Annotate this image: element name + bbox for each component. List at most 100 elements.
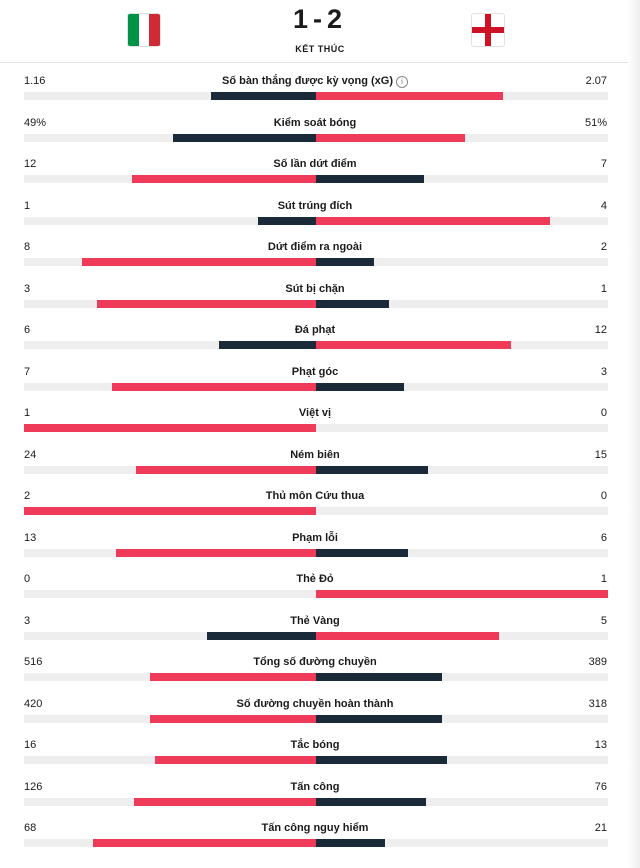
stat-label-text: Ném biên: [290, 448, 340, 461]
stat-bar-away: [316, 382, 404, 391]
stat-home-value: 3: [24, 282, 31, 295]
stat-away-value: 3: [600, 365, 607, 378]
stat-bar-home: [149, 673, 316, 681]
stat-label: Kiểm soát bóng: [140, 116, 490, 130]
stat-bar-track: [24, 839, 608, 847]
stat-away-value: 5: [600, 614, 607, 627]
stat-away-value: 2: [600, 241, 607, 253]
stat-away-value: 0: [600, 407, 607, 419]
stat-label: Thẻ Vàng: [140, 614, 490, 628]
stat-home-value: 49%: [24, 116, 47, 129]
stat-home-value: 8: [24, 241, 31, 253]
stat-label-text: Kiểm soát bóng: [273, 116, 357, 129]
stat-label-text: Tổng số đường chuyền: [253, 656, 377, 668]
stat-bar-home: [24, 507, 316, 515]
stat-home-value: 0: [24, 573, 31, 585]
stat-home-value: 126: [24, 780, 43, 793]
stat-label: Tấn công nguy hiểm: [140, 821, 490, 835]
stat-home-value: 13: [24, 531, 37, 544]
stat-away-value: 4: [600, 199, 607, 212]
score-away: 2: [327, 4, 348, 34]
stat-row: 3 Thẻ Vàng 5: [0, 603, 640, 645]
stat-home-value: 16: [24, 739, 37, 751]
stat-home-value: 1: [24, 407, 31, 419]
stat-label-text: Việt vị: [298, 407, 332, 419]
stat-away-value: 12: [594, 324, 607, 336]
stat-row: 68 Tấn công nguy hiểm 21: [0, 810, 640, 852]
stat-bar-home: [24, 424, 316, 432]
stat-bar-track: [24, 507, 608, 515]
stat-bar-away: [316, 714, 442, 723]
stat-row: 8 Dứt điểm ra ngoài 2: [0, 229, 640, 271]
score-separator: -: [313, 4, 327, 34]
stat-row: 2 Thủ môn Cứu thua 0: [0, 478, 640, 520]
stat-label-text: Phạm lỗi: [292, 531, 338, 544]
stat-row: 516 Tổng số đường chuyền 389: [0, 644, 640, 686]
stat-away-value: 2.07: [585, 75, 607, 87]
stat-bar-track: [24, 299, 608, 308]
stat-away-value: 15: [594, 448, 607, 461]
stat-row: 1 Sút trúng đích 4: [0, 188, 640, 230]
stat-away-value: 1: [600, 282, 607, 295]
stat-label-text: Sút trúng đích: [277, 199, 353, 212]
stat-bar-track: [24, 175, 608, 183]
stat-label-text: Sút bị chặn: [285, 282, 345, 295]
stat-label: Số lần dứt điểm: [140, 157, 490, 171]
stat-bar-away: [316, 590, 608, 598]
stat-label: Số đường chuyền hoàn thành: [140, 697, 490, 711]
stat-bar-track: [24, 548, 608, 557]
stat-label: Ném biên: [140, 448, 490, 462]
stat-row: 420 Số đường chuyền hoàn thành 318: [0, 686, 640, 728]
stat-bar-track: [24, 797, 608, 806]
stat-label: Dứt điểm ra ngoài: [140, 240, 490, 254]
stat-row: 13 Phạm lỗi 6: [0, 520, 640, 562]
stat-row: 6 Đá phạt 12: [0, 312, 640, 354]
stat-bar-away: [316, 797, 426, 806]
scrollbar-edge: [628, 0, 640, 868]
stat-bar-home: [133, 797, 316, 806]
stat-bar-away: [316, 216, 550, 225]
stat-bar-track: [24, 756, 608, 764]
stat-label: Số bàn thắng được kỳ vọng (xG) i: [140, 74, 490, 88]
stat-bar-home: [218, 341, 316, 349]
stat-away-value: 76: [594, 780, 607, 793]
stat-row: 7 Phạt góc 3: [0, 354, 640, 396]
stat-bar-away: [316, 756, 447, 764]
stat-row: 0 Thẻ Đỏ 1: [0, 561, 640, 603]
stat-label-text: Dứt điểm ra ngoài: [267, 241, 363, 253]
stat-bar-track: [24, 216, 608, 225]
stat-home-value: 2: [24, 490, 31, 502]
stat-away-value: 6: [600, 531, 607, 544]
stat-bar-away: [316, 175, 424, 183]
stat-away-value: 7: [600, 158, 607, 170]
stat-bar-track: [24, 341, 608, 349]
stat-bar-track: [24, 424, 608, 432]
stat-label-text: Số đường chuyền hoàn thành: [236, 697, 394, 710]
match-status: KẾT THÚC: [295, 44, 345, 54]
stat-home-value: 420: [24, 697, 43, 710]
stat-bar-away: [316, 258, 375, 266]
stat-bar-away: [316, 299, 389, 308]
stat-row: 126 Tấn công 76: [0, 769, 640, 811]
stat-bar-track: [24, 673, 608, 681]
score-home: 1: [292, 4, 313, 34]
stat-label: Phạm lỗi: [140, 531, 490, 545]
stat-label: Sút bị chặn: [140, 282, 490, 296]
stat-label: Tắc bóng: [140, 738, 490, 752]
stat-label: Thẻ Đỏ: [140, 572, 490, 586]
stat-home-value: 516: [24, 656, 43, 668]
stat-bar-track: [24, 382, 608, 391]
stat-row: 3 Sút bị chặn 1: [0, 271, 640, 313]
stat-bar-home: [257, 216, 316, 225]
stat-label-text: Thẻ Đỏ: [296, 573, 334, 585]
stat-bar-away: [316, 133, 465, 142]
stat-label: Việt vị: [140, 406, 490, 420]
stat-bar-away: [316, 673, 442, 681]
stat-bar-track: [24, 465, 608, 474]
stat-bar-home: [116, 548, 316, 557]
stat-bar-home: [92, 839, 316, 847]
stat-bar-home: [131, 175, 316, 183]
stat-bar-away: [316, 839, 385, 847]
stat-label: Tổng số đường chuyền: [140, 655, 490, 669]
info-icon[interactable]: i: [396, 76, 409, 88]
